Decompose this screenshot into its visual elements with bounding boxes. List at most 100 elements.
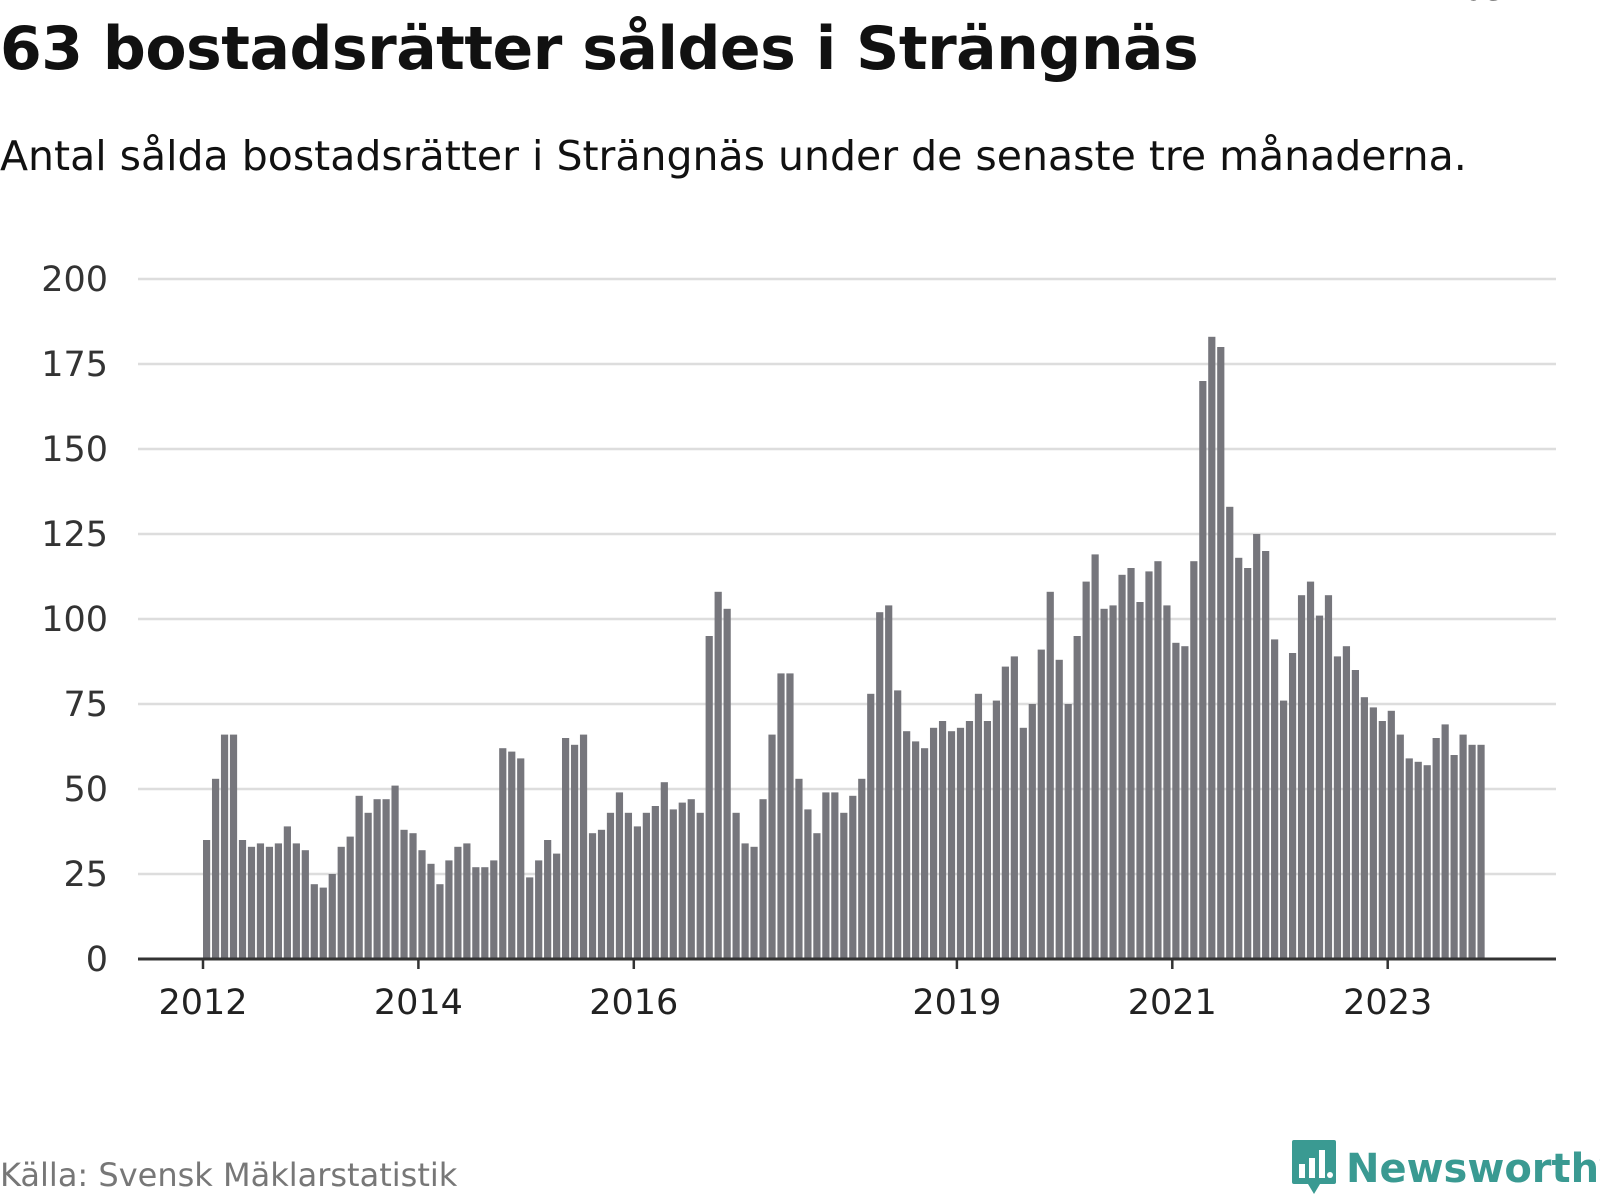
bar xyxy=(1396,734,1404,959)
bar xyxy=(1199,381,1207,959)
y-tick-label: 0 xyxy=(86,940,108,980)
bar xyxy=(974,693,983,959)
y-tick-label: 175 xyxy=(41,345,108,385)
bar xyxy=(588,833,597,959)
y-tick-label: 75 xyxy=(63,685,108,725)
bar xyxy=(1262,551,1270,959)
bar xyxy=(1378,721,1386,959)
bar xyxy=(1423,765,1431,959)
bar xyxy=(1118,574,1126,959)
bar xyxy=(651,806,659,959)
bar xyxy=(490,860,498,959)
y-tick-label: 25 xyxy=(63,855,108,895)
bar xyxy=(1145,571,1153,959)
bar xyxy=(229,734,238,959)
bar xyxy=(1288,653,1297,959)
bar xyxy=(938,721,947,959)
bar xyxy=(687,799,695,959)
y-axis-tick-labels: 0 25 50 75 100 125 150 175 200 xyxy=(41,260,108,980)
annotations: 63 xyxy=(1462,0,1507,9)
x-tick-label: 2019 xyxy=(912,983,1001,1023)
bar xyxy=(274,843,282,959)
bar xyxy=(983,721,992,959)
bar xyxy=(1360,697,1368,959)
bar xyxy=(777,673,785,959)
bar xyxy=(310,884,318,959)
bar xyxy=(1181,646,1189,959)
bar xyxy=(795,778,803,959)
bar xyxy=(292,843,300,959)
bar xyxy=(903,731,911,959)
bar xyxy=(921,748,929,959)
bar xyxy=(956,727,965,959)
bar xyxy=(1082,581,1090,959)
bar xyxy=(929,727,938,959)
newsworthy-logo-icon xyxy=(1292,1140,1336,1194)
bar xyxy=(741,843,749,959)
bar xyxy=(400,829,408,959)
bar xyxy=(436,884,444,959)
bar xyxy=(885,605,893,959)
bar xyxy=(427,863,435,959)
bar xyxy=(768,734,776,959)
x-tick-label: 2016 xyxy=(589,983,678,1023)
y-tick-label: 50 xyxy=(63,770,108,810)
bar xyxy=(804,809,812,959)
bar xyxy=(894,690,902,959)
bar xyxy=(597,829,606,959)
bar xyxy=(1037,649,1045,959)
bar xyxy=(517,758,525,959)
x-tick-label: 2014 xyxy=(374,983,463,1023)
bar xyxy=(867,693,875,959)
bar xyxy=(696,812,704,959)
bar xyxy=(615,792,624,959)
bar xyxy=(1055,659,1063,959)
x-tick-label: 2012 xyxy=(158,983,247,1023)
bar xyxy=(472,867,480,959)
highlight-value-label: 63 xyxy=(1462,0,1507,9)
bar xyxy=(337,846,345,959)
bar xyxy=(579,734,588,959)
bar xyxy=(1414,761,1422,959)
chart-subtitle: Antal sålda bostadsrätter i Strängnäs un… xyxy=(0,132,1467,180)
bar xyxy=(364,812,372,959)
bar xyxy=(463,843,471,959)
bar xyxy=(1280,700,1288,959)
y-tick-label: 200 xyxy=(41,260,108,300)
bar xyxy=(373,799,381,959)
bar xyxy=(256,843,265,959)
y-tick-label: 125 xyxy=(41,515,108,555)
bar xyxy=(301,850,309,959)
bar xyxy=(1109,605,1117,959)
x-axis-tick-labels: 2012 2014 2016 2019 2021 2023 xyxy=(158,983,1432,1023)
bar xyxy=(1208,336,1216,959)
bar xyxy=(238,840,247,959)
bar xyxy=(1405,758,1413,959)
bar xyxy=(1235,557,1243,959)
bar xyxy=(858,778,866,959)
bar xyxy=(346,836,354,959)
brand-name: Newsworthy xyxy=(1346,1146,1600,1192)
bar xyxy=(705,636,713,959)
x-tick-label: 2021 xyxy=(1128,983,1217,1023)
bar xyxy=(992,700,1000,959)
bar xyxy=(203,840,211,959)
bars xyxy=(203,336,1485,959)
bar xyxy=(1127,568,1135,959)
bar xyxy=(633,826,641,959)
bar xyxy=(418,850,426,959)
bar xyxy=(876,612,884,959)
bar xyxy=(1136,602,1144,959)
bar xyxy=(562,738,570,959)
bar xyxy=(1432,738,1440,959)
bar xyxy=(1019,727,1027,959)
brand-logo: Newsworthy xyxy=(1290,1138,1600,1200)
bar xyxy=(786,673,794,959)
bar xyxy=(570,744,579,959)
bar xyxy=(965,721,974,959)
bar xyxy=(265,846,274,959)
y-tick-label: 100 xyxy=(41,600,108,640)
bar xyxy=(1306,581,1315,959)
bar xyxy=(508,751,516,959)
